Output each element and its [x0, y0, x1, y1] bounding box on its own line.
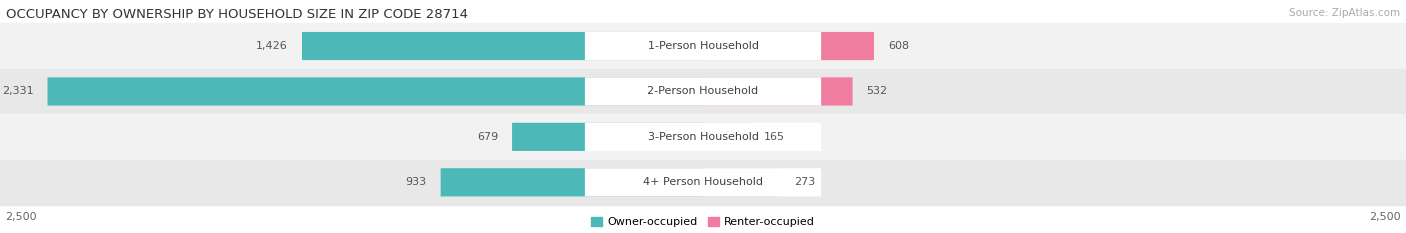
Bar — [0, 69, 1406, 114]
Text: 532: 532 — [866, 86, 887, 96]
Text: 1-Person Household: 1-Person Household — [648, 41, 758, 51]
Text: 2,331: 2,331 — [1, 86, 34, 96]
Bar — [0, 160, 1406, 205]
Text: 3-Person Household: 3-Person Household — [648, 132, 758, 142]
Text: 1,426: 1,426 — [256, 41, 288, 51]
Bar — [0, 23, 1406, 69]
Text: OCCUPANCY BY OWNERSHIP BY HOUSEHOLD SIZE IN ZIP CODE 28714: OCCUPANCY BY OWNERSHIP BY HOUSEHOLD SIZE… — [6, 8, 468, 21]
Text: 608: 608 — [889, 41, 910, 51]
FancyBboxPatch shape — [703, 168, 780, 196]
FancyBboxPatch shape — [585, 123, 821, 151]
FancyBboxPatch shape — [585, 77, 821, 106]
Text: 4+ Person Household: 4+ Person Household — [643, 177, 763, 187]
Text: 165: 165 — [763, 132, 785, 142]
Bar — [0, 114, 1406, 160]
Text: 2,500: 2,500 — [1369, 212, 1400, 222]
FancyBboxPatch shape — [512, 123, 703, 151]
FancyBboxPatch shape — [703, 123, 749, 151]
FancyBboxPatch shape — [703, 32, 875, 60]
Text: 679: 679 — [477, 132, 498, 142]
FancyBboxPatch shape — [585, 168, 821, 196]
FancyBboxPatch shape — [440, 168, 703, 196]
Text: 2-Person Household: 2-Person Household — [647, 86, 759, 96]
Text: 933: 933 — [405, 177, 426, 187]
FancyBboxPatch shape — [703, 77, 852, 106]
FancyBboxPatch shape — [302, 32, 703, 60]
Text: Source: ZipAtlas.com: Source: ZipAtlas.com — [1289, 8, 1400, 18]
Text: 2,500: 2,500 — [6, 212, 37, 222]
Text: 273: 273 — [794, 177, 815, 187]
Legend: Owner-occupied, Renter-occupied: Owner-occupied, Renter-occupied — [592, 217, 814, 227]
FancyBboxPatch shape — [48, 77, 703, 106]
FancyBboxPatch shape — [585, 32, 821, 60]
